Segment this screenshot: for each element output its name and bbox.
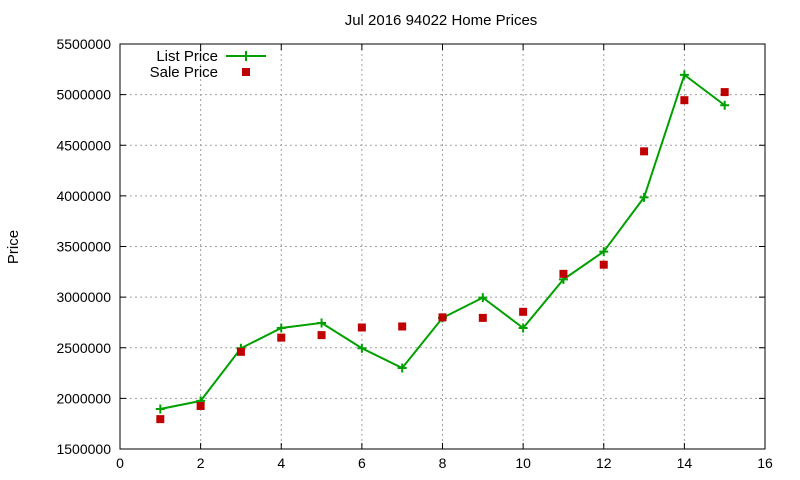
y-tick-label: 4000000 <box>56 188 111 204</box>
list-price-point <box>599 247 609 257</box>
chart-title: Jul 2016 94022 Home Prices <box>345 12 538 29</box>
sale-price-point <box>640 147 649 156</box>
y-axis-label: Price <box>5 230 22 264</box>
x-tick-label: 16 <box>757 455 773 471</box>
list-price-point <box>317 318 327 328</box>
list-price-point <box>357 343 367 353</box>
axis-ticks <box>119 43 766 450</box>
legend-marker-sale-price <box>242 68 250 76</box>
x-tick-label: 14 <box>677 455 693 471</box>
y-tick-label: 5500000 <box>56 36 111 52</box>
list-price-point <box>155 404 165 414</box>
sale-price-point <box>398 322 407 331</box>
x-tick-label: 6 <box>358 455 366 471</box>
sale-price-point <box>438 313 447 322</box>
x-tick-label: 0 <box>116 455 124 471</box>
y-tick-label: 2500000 <box>56 340 111 356</box>
legend-label-sale-price: Sale Price <box>150 64 218 81</box>
legend-marker-list-price <box>241 51 251 61</box>
grid-lines <box>120 44 765 449</box>
sale-price-point <box>236 347 245 356</box>
x-tick-label: 8 <box>439 455 447 471</box>
y-tick-label: 3500000 <box>56 239 111 255</box>
sale-price-point <box>599 260 608 269</box>
legend: List Price Sale Price <box>150 48 266 81</box>
x-tick-labels: 0 2 4 6 8 10 12 14 16 <box>116 455 773 471</box>
y-tick-label: 5000000 <box>56 87 111 103</box>
sale-price-point <box>277 333 286 342</box>
list-price-point <box>276 323 286 333</box>
sale-price-point <box>156 415 165 424</box>
sale-price-point <box>317 331 326 340</box>
sale-price-point <box>720 88 729 97</box>
sale-price-point <box>680 96 689 105</box>
list-price-point <box>679 70 689 80</box>
list-price-point <box>478 293 488 303</box>
y-tick-labels: 1500000 2000000 2500000 3000000 3500000 40000… <box>56 36 111 457</box>
list-price-point <box>397 363 407 373</box>
list-price-point <box>639 192 649 202</box>
sale-price-point <box>196 401 205 410</box>
y-tick-label: 2000000 <box>56 390 111 406</box>
sale-price-point <box>357 323 366 332</box>
y-tick-label: 4500000 <box>56 137 111 153</box>
series-layer <box>155 70 730 424</box>
legend-label-list-price: List Price <box>156 48 218 65</box>
list-price-point <box>720 100 730 110</box>
x-tick-label: 2 <box>197 455 205 471</box>
sale-price-point <box>519 307 528 316</box>
sale-price-point <box>559 269 568 278</box>
y-tick-label: 1500000 <box>56 441 111 457</box>
sale-price-point <box>478 313 487 322</box>
list-price-point <box>518 323 528 333</box>
y-tick-label: 3000000 <box>56 289 111 305</box>
x-tick-label: 12 <box>596 455 612 471</box>
x-tick-label: 10 <box>515 455 531 471</box>
x-tick-label: 4 <box>277 455 285 471</box>
